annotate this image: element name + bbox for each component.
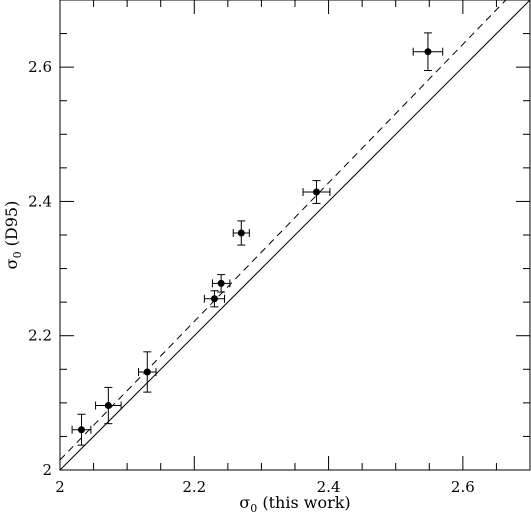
fit-line-dashed [59,0,507,461]
data-point [237,229,245,237]
y-tick-label: 2 [42,461,52,479]
y-axis-label: σ0 (D95) [2,201,24,270]
y-tick-label: 2.2 [28,327,52,345]
y-tick-label: 2.4 [28,192,52,210]
axis-ticks [59,0,531,471]
plot-frame [59,0,531,471]
x-axis-label: σ0 (this work) [239,493,350,515]
data-point [217,279,225,287]
data-point [312,188,320,196]
one-to-one-line [59,0,531,471]
data-point [77,426,85,434]
tick-labels: 2 2.2 2.4 2.6 2 2.2 2.4 2.6 [28,58,475,496]
data-points [77,48,432,434]
data-point [210,295,218,303]
y-tick-label: 2.6 [28,58,52,76]
data-point [424,48,432,56]
x-tick-label: 2.2 [182,478,206,496]
reference-lines [59,0,531,471]
data-point [104,402,112,410]
data-point [143,368,151,376]
error-bars [71,32,444,446]
x-tick-label: 2 [55,478,65,496]
x-tick-label: 2.4 [317,478,341,496]
x-tick-label: 2.6 [451,478,475,496]
